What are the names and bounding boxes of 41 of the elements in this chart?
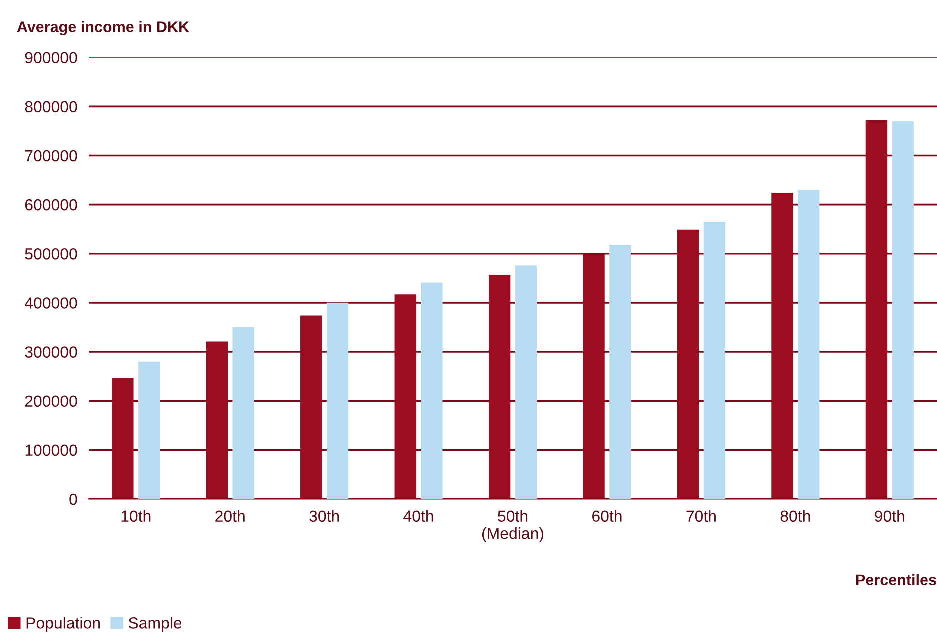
y-tick-label: 0	[70, 494, 78, 506]
legend-label: Population	[26, 617, 100, 632]
bar	[206, 342, 228, 500]
bar	[772, 193, 794, 500]
bar	[677, 230, 700, 500]
x-tick-label: 30th	[310, 510, 340, 522]
bar	[704, 222, 726, 500]
y-tick-label: 900000	[25, 52, 78, 64]
bar	[610, 245, 632, 500]
bar	[138, 362, 160, 500]
bar	[112, 378, 134, 500]
x-tick-label: 10th	[122, 510, 151, 522]
y-tick-label: 800000	[25, 101, 78, 113]
x-tick-label: 80th	[780, 510, 810, 522]
y-tick-label: 300000	[25, 346, 78, 358]
x-axis-title: Percentiles	[856, 574, 936, 586]
y-tick-label: 400000	[24, 298, 78, 309]
y-axis-title: Average income in DKK	[17, 21, 190, 36]
bar	[421, 282, 443, 500]
x-tick-label: 70th	[686, 510, 716, 522]
y-tick-label: 600000	[25, 199, 78, 211]
y-tick-label: 200000	[25, 396, 78, 408]
x-tick-label: 50th (Median)	[482, 510, 544, 542]
bar	[232, 327, 254, 500]
bar	[515, 266, 538, 500]
x-tick-label: 90th	[875, 510, 904, 522]
y-tick-label: 500000	[25, 248, 78, 260]
y-tick-label: 100000	[26, 444, 78, 456]
bar	[394, 294, 416, 500]
bar	[866, 120, 888, 500]
x-tick-label: 20th	[216, 510, 245, 522]
bar	[488, 274, 511, 500]
bar	[892, 121, 914, 500]
bar	[583, 254, 605, 500]
bar	[300, 316, 322, 500]
bar	[798, 190, 820, 500]
x-tick-label: 40th	[404, 510, 434, 522]
bar	[326, 302, 349, 500]
legend-label: Sample	[128, 617, 182, 632]
x-tick-label: 60th	[592, 510, 622, 522]
y-tick-label: 700000	[25, 150, 78, 162]
